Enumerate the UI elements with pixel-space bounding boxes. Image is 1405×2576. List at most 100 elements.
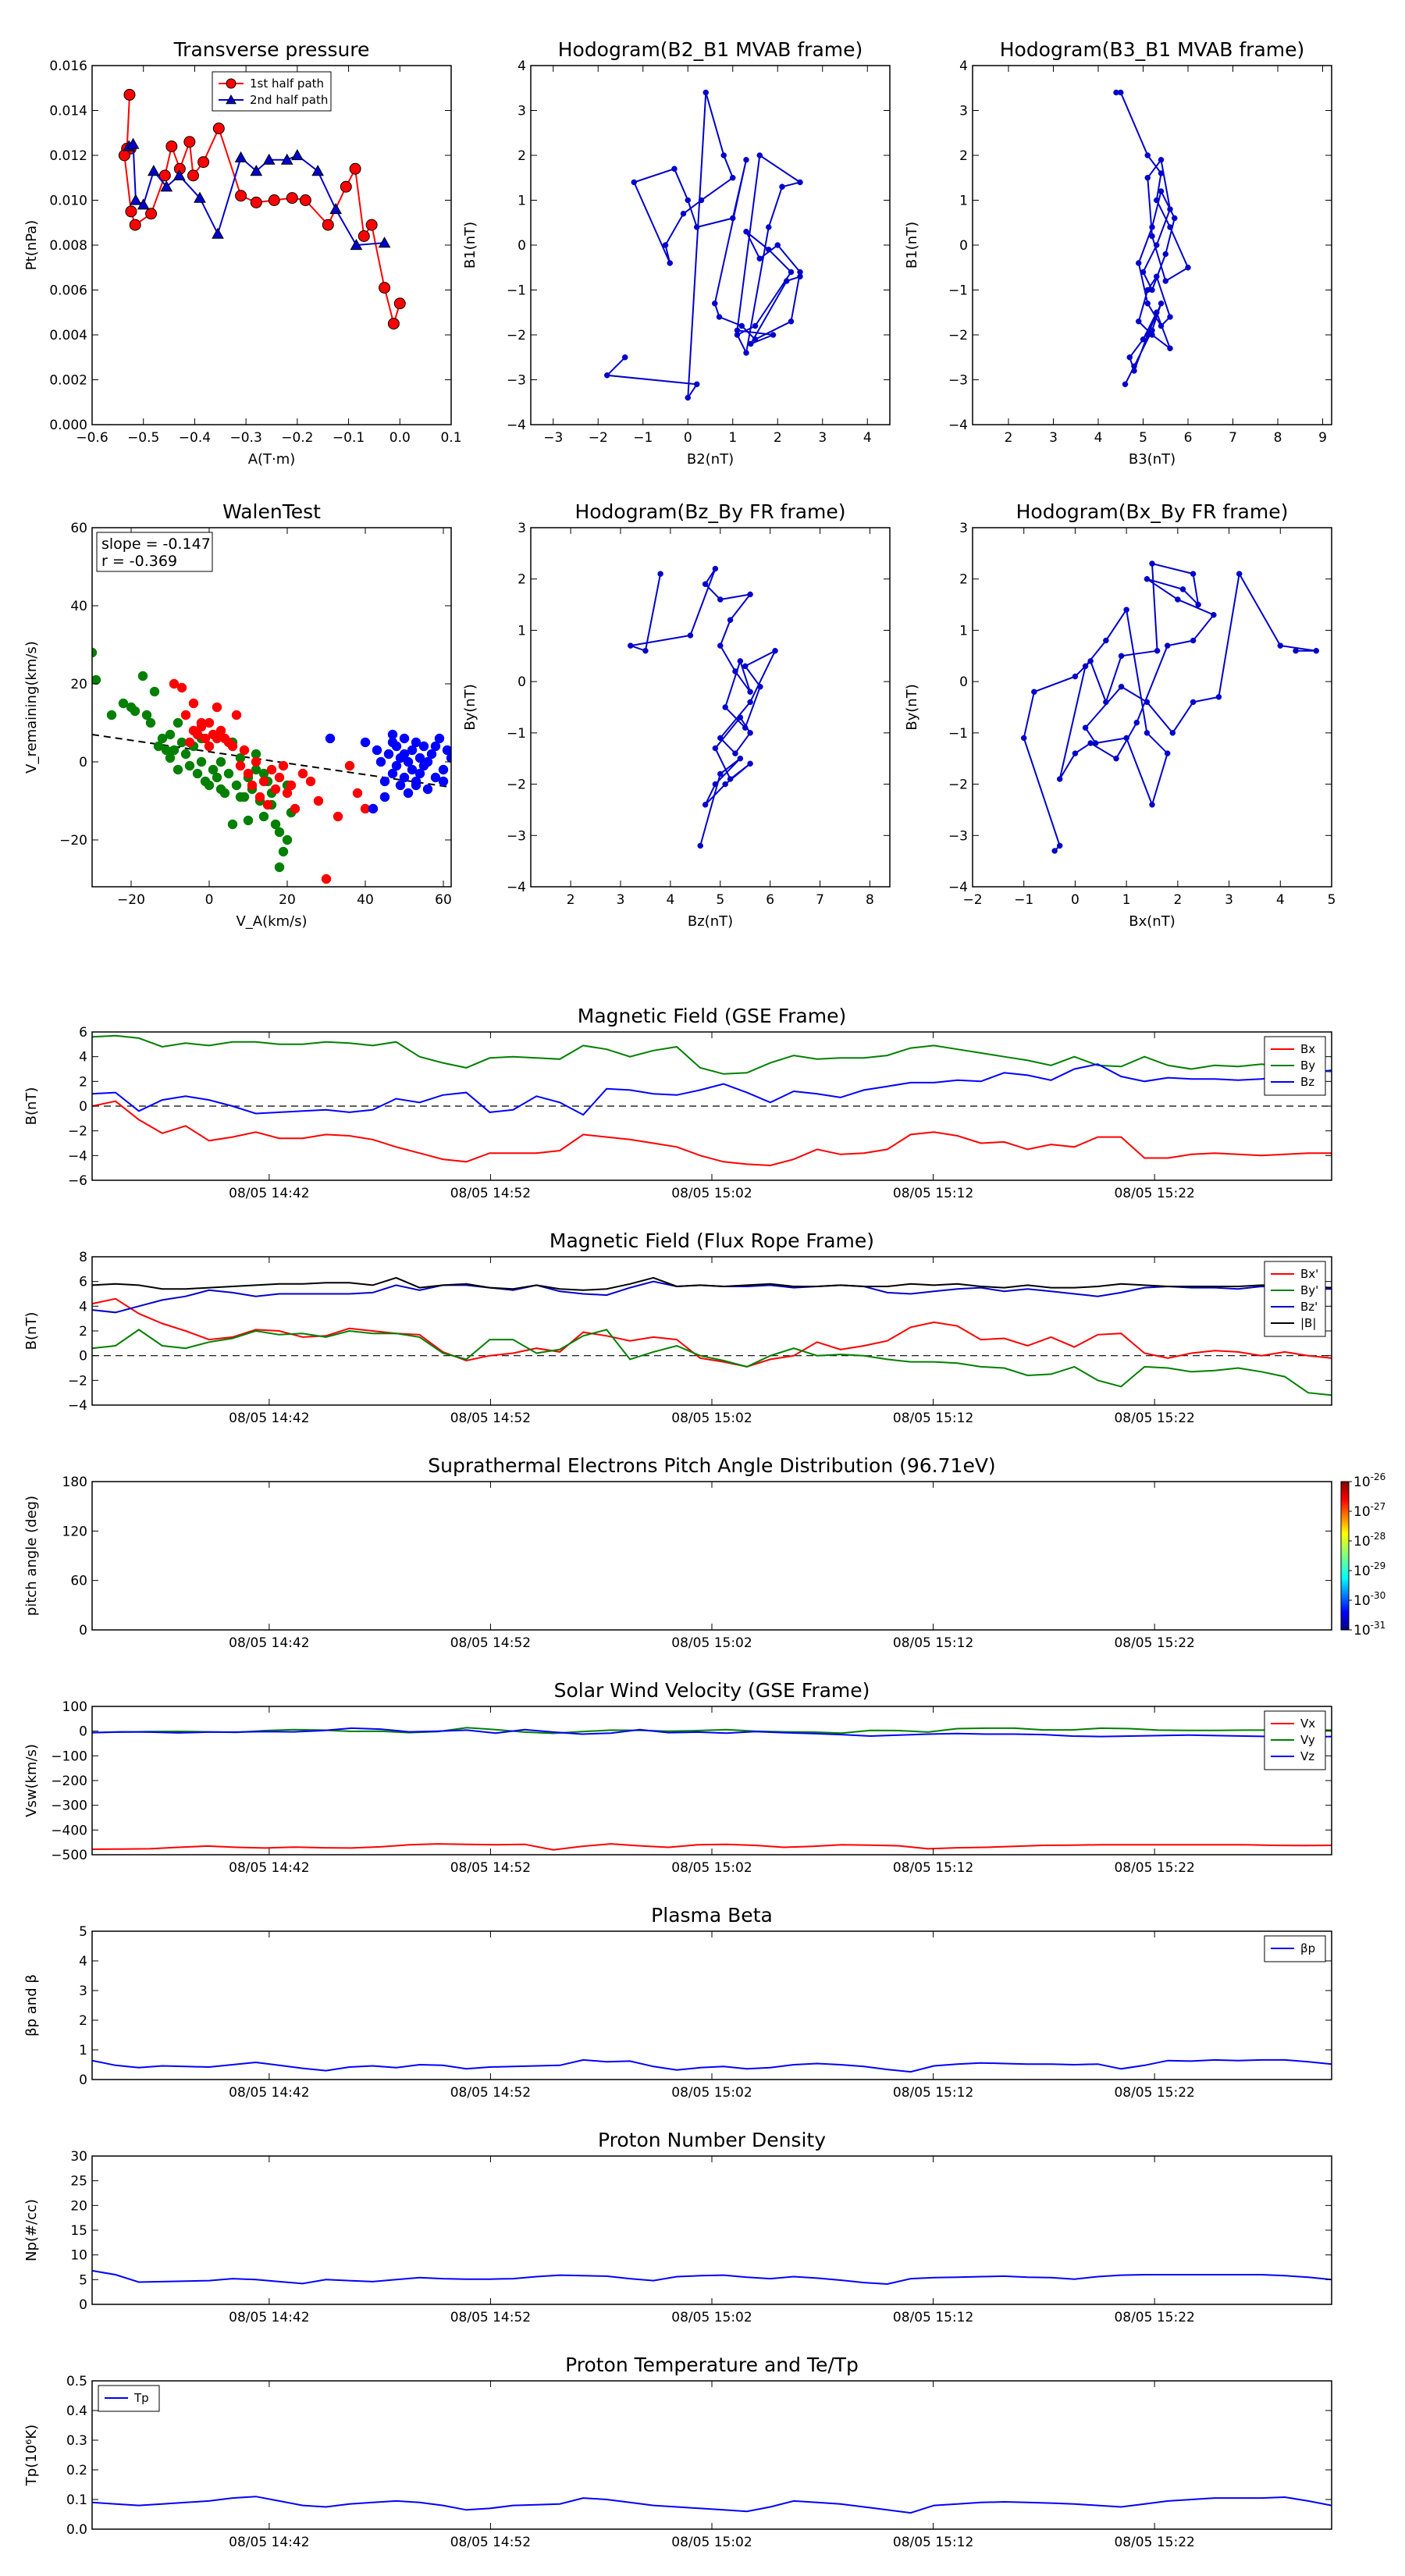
hodo_bxby-ytick-label: −4 — [948, 880, 968, 895]
scatter-point-series2 — [411, 737, 422, 748]
hodo_bxby-point — [1056, 776, 1063, 782]
legend-label: 2nd half path — [250, 93, 328, 107]
hodo_b3b1-point — [1167, 314, 1173, 320]
hodo_bzby-point — [727, 776, 734, 782]
scatter-point-series0 — [169, 745, 180, 756]
beta-xtick-label: 08/05 15:22 — [1114, 2085, 1194, 2101]
pressure-point — [160, 180, 173, 192]
hodo_bzby-point — [742, 663, 749, 670]
vsw-xtick-label: 08/05 15:12 — [893, 1860, 973, 1876]
pressure-xlabel: A(T·m) — [248, 451, 296, 468]
mag_fr-ytick-label: 8 — [79, 1250, 87, 1265]
pressure-point — [234, 151, 247, 162]
pad-title: Suprathermal Electrons Pitch Angle Distr… — [428, 1454, 995, 1477]
scatter-point-series1 — [243, 768, 254, 779]
hodo_bzby-point — [717, 596, 724, 603]
scatter-point-series2 — [399, 772, 410, 783]
colorbar-tick-exponent: -30 — [1371, 1590, 1386, 1601]
legend-label: Bz' — [1300, 1300, 1318, 1314]
panel-beta: 08/05 14:42 08/05 14:52 08/05 15:02 08/05 1… — [23, 1904, 1332, 2101]
hodo_b2b1-xtick-label: 1 — [728, 430, 737, 446]
beta-ytick-label: 2 — [79, 2013, 87, 2029]
mag_gse-xtick-label: 08/05 15:22 — [1114, 1186, 1194, 1201]
pressure-point — [125, 205, 137, 218]
scatter-point-series0 — [153, 741, 164, 752]
hodo_b2b1-point — [756, 255, 763, 262]
scatter-point-series0 — [141, 710, 152, 720]
mag_gse-series-Bz-line — [92, 1063, 1332, 1116]
hodo_bzby-point — [732, 750, 738, 756]
mag_fr-series-Bx-line — [92, 1297, 1332, 1368]
hodo_b3b1-point — [1154, 309, 1160, 315]
panel-hodo_bzby: 2 3 4 5 6 7 8 −4 −3 −2 −1 0 1 2 3 Hodogram(Bz_By FR fra… — [462, 500, 891, 930]
hodo_bxby-ytick-label: −3 — [948, 828, 968, 844]
hodo_bzby-point — [737, 658, 744, 664]
hodo_b2b1-point — [712, 301, 718, 307]
walen-xtick-label: 0 — [205, 892, 214, 908]
mag_fr-ytick-label: 4 — [79, 1299, 87, 1315]
np-title: Proton Number Density — [598, 2129, 826, 2151]
panel-hodo_bxby: −2 −1 0 1 2 3 4 5 −4 −3 −2 −1 0 1 2 3 Hodogram(Bx_By FR … — [904, 500, 1336, 930]
np-plot-area — [92, 2269, 1332, 2286]
hodo_b2b1-point — [730, 215, 736, 222]
colorbar-tick-exponent: -27 — [1371, 1501, 1386, 1512]
walen-ytick-label: 20 — [70, 677, 87, 692]
hodo_bzby-point — [712, 781, 719, 788]
hodo_bzby-xtick-label: 3 — [617, 892, 625, 908]
pressure-point — [349, 162, 361, 175]
mag_gse-ytick-label: 4 — [79, 1050, 87, 1066]
panel-pad: 08/05 14:42 08/05 14:52 08/05 15:02 08/05 1… — [23, 1454, 1385, 1651]
pad-ytick-label: 120 — [62, 1524, 87, 1539]
scatter-point-series2 — [391, 760, 402, 771]
tp-ytick-label: 0.3 — [66, 2433, 87, 2449]
hodo_bxby-ytick-label: 0 — [959, 674, 968, 690]
scatter-point-series0 — [196, 756, 207, 767]
hodo_bxby-point — [1103, 637, 1109, 644]
scatter-point-series2 — [403, 756, 414, 767]
pressure-point — [268, 194, 280, 206]
pressure-point — [129, 219, 141, 231]
scatter-point-series0 — [219, 788, 230, 799]
walen-ytick-label: 60 — [70, 521, 87, 536]
scatter-point-series2 — [368, 803, 379, 814]
scatter-point-series2 — [407, 745, 418, 756]
scatter-point-series0 — [258, 811, 269, 822]
hodo_bxby-point — [1164, 642, 1171, 649]
mag_fr-ytick-label: 6 — [79, 1275, 87, 1290]
hodo_b3b1-point — [1136, 260, 1142, 266]
pressure-xtick-label: −0.5 — [127, 430, 159, 446]
legend-label: Bz — [1300, 1075, 1314, 1089]
hodo_bxby-point — [1118, 683, 1125, 690]
hodo_b2b1-point — [788, 269, 795, 276]
beta-ytick-label: 3 — [79, 1984, 87, 1999]
panel-hodo_b3b1: 2 3 4 5 6 7 8 9 −4 −3 −2 −1 0 1 2 3 4 Hodogram(B3_B1 MVAB… — [904, 38, 1332, 468]
hodo_b2b1-ytick-label: −3 — [507, 373, 526, 389]
scatter-point-series0 — [106, 710, 117, 720]
scatter-point-series1 — [188, 698, 199, 709]
hodo_bxby-point — [1149, 560, 1155, 567]
hodo_b2b1-point — [680, 211, 687, 217]
pressure-ytick-label: 0.014 — [49, 104, 87, 119]
hodo_bxby-point — [1051, 848, 1058, 854]
hodo_b3b1-ytick-label: 2 — [959, 148, 968, 164]
np-ytick-label: 30 — [70, 2149, 87, 2165]
legend-marker — [226, 94, 237, 105]
hodo_bzby-point — [642, 647, 649, 654]
tp-plot-area — [92, 2496, 1332, 2514]
hodo_b3b1-xtick-label: 2 — [1005, 430, 1013, 446]
hodo_b2b1-point — [631, 179, 637, 186]
tp-xtick-label: 08/05 14:52 — [450, 2535, 531, 2550]
panel-vsw: 08/05 14:42 08/05 14:52 08/05 15:02 08/05 1… — [23, 1679, 1332, 1876]
pressure-ytick-label: 0.000 — [49, 418, 87, 433]
hodo_b3b1-point — [1158, 301, 1165, 307]
hodo_b2b1-point — [788, 318, 795, 325]
hodo_b3b1-xtick-label: 3 — [1049, 430, 1058, 446]
pressure-ytick-label: 0.012 — [49, 148, 87, 164]
np-xtick-label: 08/05 15:02 — [671, 2310, 752, 2325]
colorbar-bar — [1340, 1481, 1350, 1631]
hodo_bzby-point — [702, 581, 709, 588]
scatter-point-series0 — [278, 846, 289, 857]
mag_fr-ylabel: B(nT) — [23, 1312, 40, 1350]
